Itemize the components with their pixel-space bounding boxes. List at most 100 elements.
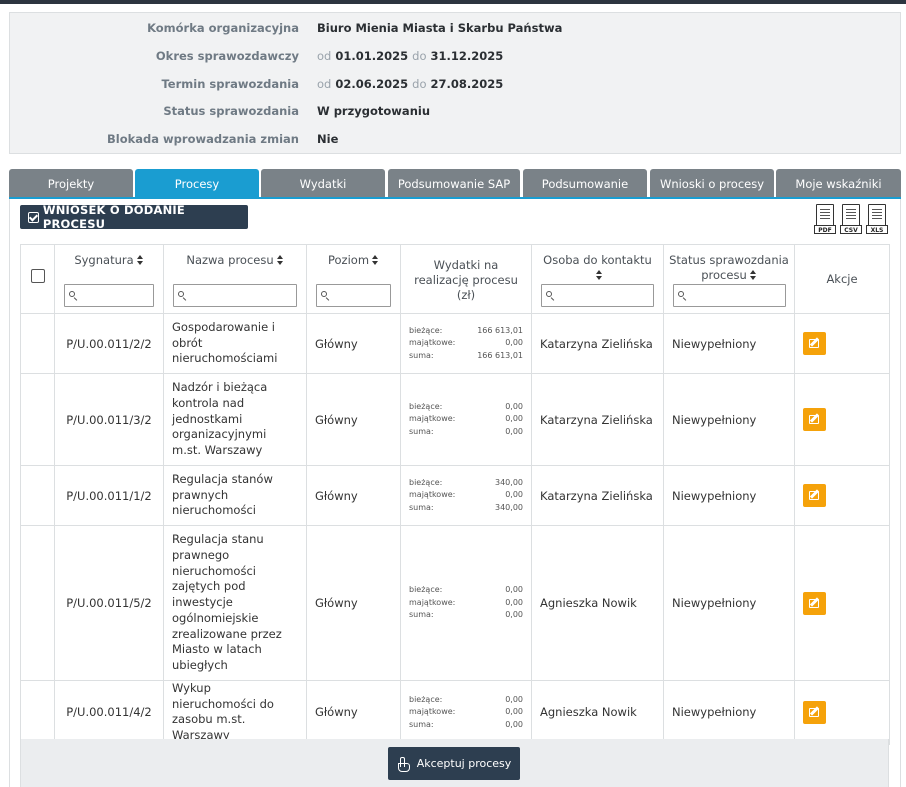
kw-value: 340,00 bbox=[495, 477, 523, 487]
nazwa-cell: Regulacja stanu prawnego nieruchomości z… bbox=[163, 525, 307, 681]
edit-button[interactable] bbox=[803, 700, 826, 724]
kw-label: suma: bbox=[409, 426, 434, 436]
header-status[interactable]: Status sprawozdania procesu bbox=[663, 244, 795, 314]
info-row-okres: Okres sprawozdawczy od 01.01.2025 do 31.… bbox=[10, 46, 900, 66]
kw-label: bieżące: bbox=[409, 401, 443, 411]
filter-sygnatura[interactable] bbox=[64, 284, 154, 307]
header-sygnatura[interactable]: Sygnatura bbox=[54, 244, 164, 314]
edit-button[interactable] bbox=[803, 408, 826, 431]
poziom-cell: Główny bbox=[306, 525, 401, 681]
wydatki-cell: bieżące: 0,00 majątkowe: 0,00 suma: 0,00 bbox=[400, 680, 532, 745]
kw-biezace: bieżące: 340,00 bbox=[409, 477, 523, 490]
akcje-cell bbox=[794, 313, 890, 374]
tab-wnioski-o-procesy[interactable]: Wnioski o procesy bbox=[650, 169, 774, 198]
sort-icon[interactable] bbox=[276, 255, 284, 265]
sort-icon[interactable] bbox=[136, 255, 144, 265]
edit-button[interactable] bbox=[803, 591, 826, 615]
osoba-cell: Katarzyna Zielińska bbox=[531, 313, 664, 374]
kw-value: 166 613,01 bbox=[477, 350, 523, 360]
kw-label: majątkowe: bbox=[409, 414, 456, 424]
filter-nazwa-input[interactable] bbox=[174, 285, 296, 306]
filter-sygnatura-input[interactable] bbox=[65, 285, 153, 306]
tab-wydatki[interactable]: Wydatki bbox=[261, 169, 385, 198]
tab-projekty[interactable]: Projekty bbox=[9, 169, 133, 198]
wydatki-cell: bieżące: 0,00 majątkowe: 0,00 suma: 0,00 bbox=[400, 373, 532, 466]
export-xls-label: XLS bbox=[866, 225, 888, 234]
kw-label: majątkowe: bbox=[409, 707, 456, 717]
sort-icon[interactable] bbox=[372, 255, 379, 265]
add-process-request-label: WNIOSEK O DODANIE PROCESU bbox=[42, 203, 185, 231]
edit-button[interactable] bbox=[803, 484, 826, 507]
kw-majatkowe: majątkowe: 0,00 bbox=[409, 597, 523, 610]
date-to: 31.12.2025 bbox=[430, 49, 504, 63]
csv-document-icon bbox=[842, 204, 860, 226]
kw-value: 0,00 bbox=[505, 694, 523, 704]
accept-processes-label: Akceptuj procesy bbox=[416, 757, 512, 770]
od-label: od bbox=[317, 77, 332, 91]
tab-moje-wskazniki[interactable]: Moje wskaźniki bbox=[776, 169, 901, 198]
row-select-cell[interactable] bbox=[20, 525, 55, 681]
status-cell: Niewypełniony bbox=[663, 465, 795, 526]
header-poziom[interactable]: Poziom bbox=[306, 244, 401, 314]
date-from: 01.01.2025 bbox=[335, 49, 409, 63]
kw-value: 0,00 bbox=[505, 401, 523, 411]
filter-poziom[interactable] bbox=[316, 284, 391, 307]
kw-value: 0,00 bbox=[505, 597, 523, 607]
tab-podsumowanie-sap[interactable]: Podsumowanie SAP bbox=[388, 169, 520, 198]
sort-icon[interactable] bbox=[749, 270, 757, 280]
export-xls-icon[interactable]: XLS bbox=[866, 204, 888, 234]
row-select-cell[interactable] bbox=[20, 680, 55, 745]
filter-nazwa[interactable] bbox=[173, 284, 297, 307]
akcje-cell bbox=[794, 465, 890, 526]
info-row-komorka: Komórka organizacyjna Biuro Mienia Miast… bbox=[10, 18, 900, 38]
poziom-cell: Główny bbox=[306, 465, 401, 526]
add-process-request-button[interactable]: WNIOSEK O DODANIE PROCESU bbox=[20, 203, 248, 231]
nazwa-cell: Wykup nieruchomości do zasobu m.st. Wars… bbox=[163, 680, 307, 745]
edit-button[interactable] bbox=[803, 332, 826, 355]
export-pdf-icon[interactable]: PDF bbox=[814, 204, 836, 234]
kw-suma: suma: 0,00 bbox=[409, 609, 523, 622]
nazwa-cell: Gospodarowanie i obrót nieruchomościami bbox=[163, 313, 307, 374]
kw-label: bieżące: bbox=[409, 477, 443, 487]
kw-value: 0,00 bbox=[505, 585, 523, 595]
row-select-cell[interactable] bbox=[20, 313, 55, 374]
filter-status-input[interactable] bbox=[674, 285, 785, 306]
pdf-document-icon bbox=[816, 204, 834, 226]
kw-value: 0,00 bbox=[505, 610, 523, 620]
kw-label: suma: bbox=[409, 502, 434, 512]
accept-processes-button[interactable]: Akceptuj procesy bbox=[388, 747, 520, 780]
kw-label: majątkowe: bbox=[409, 597, 456, 607]
select-all-checkbox[interactable] bbox=[30, 269, 45, 283]
filter-poziom-input[interactable] bbox=[317, 285, 390, 306]
od-label: od bbox=[317, 49, 332, 63]
filter-osoba[interactable] bbox=[541, 284, 654, 307]
search-icon bbox=[321, 291, 327, 297]
status-cell: Niewypełniony bbox=[663, 680, 795, 745]
filter-osoba-input[interactable] bbox=[542, 285, 653, 306]
header-osoba[interactable]: Osoba do kontaktu bbox=[531, 244, 664, 314]
header-nazwa[interactable]: Nazwa procesu bbox=[163, 244, 307, 314]
header-poziom-label: Poziom bbox=[327, 253, 370, 267]
filter-status[interactable] bbox=[673, 284, 786, 307]
check-square-icon bbox=[28, 211, 39, 223]
header-akcje-label: Akcje bbox=[826, 272, 858, 286]
do-label: do bbox=[412, 49, 427, 63]
sygnatura-cell: P/U.00.011/5/2 bbox=[54, 525, 164, 681]
akcje-cell bbox=[794, 525, 890, 681]
header-nazwa-label: Nazwa procesu bbox=[186, 253, 274, 267]
sort-icon[interactable] bbox=[595, 270, 603, 280]
do-label: do bbox=[412, 77, 427, 91]
tab-podsumowanie[interactable]: Podsumowanie bbox=[523, 169, 647, 198]
status-cell: Niewypełniony bbox=[663, 313, 795, 374]
row-select-cell[interactable] bbox=[20, 373, 55, 466]
header-akcje: Akcje bbox=[794, 244, 890, 314]
export-csv-icon[interactable]: CSV bbox=[840, 204, 862, 234]
row-select-cell[interactable] bbox=[20, 465, 55, 526]
hand-pointer-icon bbox=[397, 756, 410, 772]
osoba-cell: Agnieszka Nowik bbox=[531, 680, 664, 745]
top-bar bbox=[0, 0, 906, 4]
tab-procesy[interactable]: Procesy bbox=[135, 169, 259, 198]
export-csv-label: CSV bbox=[840, 225, 862, 234]
date-from: 02.06.2025 bbox=[335, 77, 409, 91]
wydatki-cell: bieżące: 0,00 majątkowe: 0,00 suma: 0,00 bbox=[400, 525, 532, 681]
